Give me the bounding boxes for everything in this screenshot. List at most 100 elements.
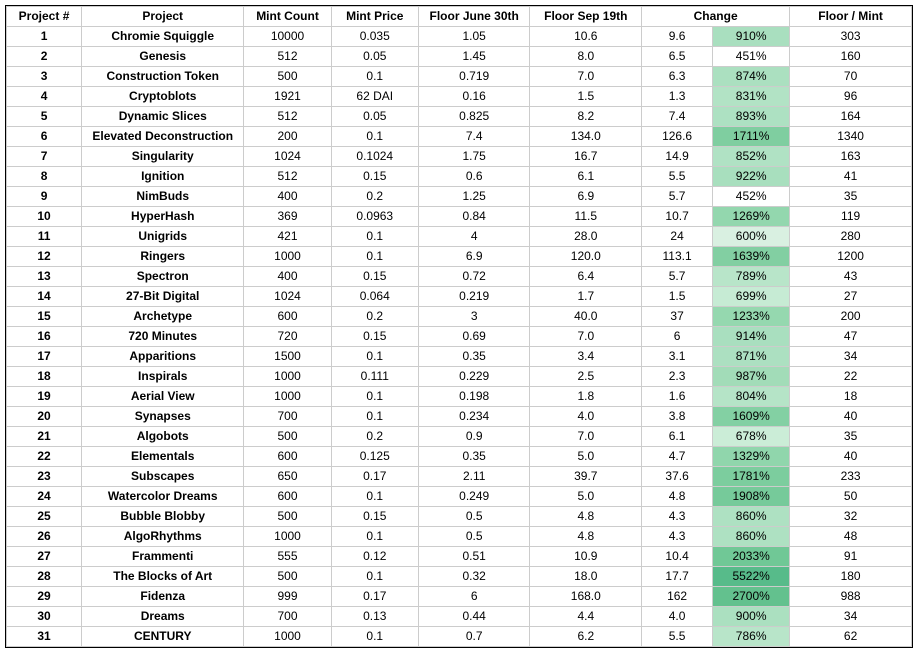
table-row: 12Ringers10000.16.9120.0113.11639%1200 [7, 247, 912, 267]
header-mint-count: Mint Count [244, 7, 331, 27]
cell-mint-count: 999 [244, 587, 331, 607]
cell-mint-count: 650 [244, 467, 331, 487]
cell-project-num: 13 [7, 267, 82, 287]
cell-change-abs: 6.5 [642, 47, 713, 67]
cell-floor-june: 0.32 [418, 567, 530, 587]
cell-floor-june: 0.84 [418, 207, 530, 227]
cell-change-abs: 113.1 [642, 247, 713, 267]
cell-change-abs: 24 [642, 227, 713, 247]
cell-change-abs: 4.8 [642, 487, 713, 507]
cell-mint-count: 700 [244, 407, 331, 427]
cell-mint-price: 0.1 [331, 247, 418, 267]
cell-mint-price: 0.2 [331, 427, 418, 447]
cell-floor-mint: 62 [790, 627, 912, 647]
cell-mint-price: 0.1024 [331, 147, 418, 167]
cell-floor-june: 1.05 [418, 27, 530, 47]
cell-floor-sep: 16.7 [530, 147, 642, 167]
table-row: 22Elementals6000.1250.355.04.71329%40 [7, 447, 912, 467]
cell-change-abs: 4.0 [642, 607, 713, 627]
cell-floor-mint: 160 [790, 47, 912, 67]
cell-change-pct: 860% [713, 507, 790, 527]
cell-change-abs: 5.5 [642, 167, 713, 187]
cell-mint-count: 555 [244, 547, 331, 567]
cell-floor-sep: 18.0 [530, 567, 642, 587]
cell-floor-mint: 48 [790, 527, 912, 547]
cell-floor-mint: 41 [790, 167, 912, 187]
cell-project: Chromie Squiggle [82, 27, 244, 47]
cell-floor-sep: 4.8 [530, 507, 642, 527]
cell-floor-sep: 6.4 [530, 267, 642, 287]
cell-mint-price: 0.111 [331, 367, 418, 387]
cell-floor-mint: 96 [790, 87, 912, 107]
cell-project-num: 21 [7, 427, 82, 447]
cell-mint-count: 500 [244, 567, 331, 587]
table-row: 18Inspirals10000.1110.2292.52.3987%22 [7, 367, 912, 387]
cell-mint-price: 0.15 [331, 167, 418, 187]
cell-change-abs: 14.9 [642, 147, 713, 167]
cell-project-num: 30 [7, 607, 82, 627]
cell-mint-price: 0.125 [331, 447, 418, 467]
cell-floor-june: 0.51 [418, 547, 530, 567]
cell-change-abs: 9.6 [642, 27, 713, 47]
cell-project-num: 18 [7, 367, 82, 387]
cell-floor-june: 0.234 [418, 407, 530, 427]
cell-change-pct: 451% [713, 47, 790, 67]
cell-mint-count: 600 [244, 307, 331, 327]
cell-mint-count: 600 [244, 447, 331, 467]
cell-floor-mint: 35 [790, 187, 912, 207]
table-row: 8Ignition5120.150.66.15.5922%41 [7, 167, 912, 187]
cell-change-pct: 452% [713, 187, 790, 207]
cell-mint-count: 512 [244, 107, 331, 127]
cell-project-num: 16 [7, 327, 82, 347]
cell-floor-mint: 40 [790, 447, 912, 467]
cell-change-pct: 2700% [713, 587, 790, 607]
cell-floor-sep: 134.0 [530, 127, 642, 147]
cell-project: Bubble Blobby [82, 507, 244, 527]
header-row: Project # Project Mint Count Mint Price … [7, 7, 912, 27]
cell-change-pct: 678% [713, 427, 790, 447]
table-row: 31CENTURY10000.10.76.25.5786%62 [7, 627, 912, 647]
cell-change-abs: 1.3 [642, 87, 713, 107]
cell-change-pct: 1781% [713, 467, 790, 487]
cell-project-num: 5 [7, 107, 82, 127]
cell-project-num: 25 [7, 507, 82, 527]
cell-floor-sep: 6.1 [530, 167, 642, 187]
cell-change-pct: 1908% [713, 487, 790, 507]
cell-project-num: 26 [7, 527, 82, 547]
cell-change-pct: 600% [713, 227, 790, 247]
cell-change-pct: 786% [713, 627, 790, 647]
cell-floor-mint: 40 [790, 407, 912, 427]
cell-floor-june: 0.249 [418, 487, 530, 507]
cell-mint-count: 512 [244, 167, 331, 187]
cell-change-abs: 5.5 [642, 627, 713, 647]
table-row: 19Aerial View10000.10.1981.81.6804%18 [7, 387, 912, 407]
cell-project-num: 17 [7, 347, 82, 367]
cell-project-num: 31 [7, 627, 82, 647]
cell-floor-june: 6 [418, 587, 530, 607]
cell-change-abs: 162 [642, 587, 713, 607]
cell-change-pct: 1609% [713, 407, 790, 427]
cell-mint-count: 1000 [244, 247, 331, 267]
table-row: 29Fidenza9990.176168.01622700%988 [7, 587, 912, 607]
cell-mint-price: 0.13 [331, 607, 418, 627]
cell-change-pct: 789% [713, 267, 790, 287]
cell-floor-sep: 8.0 [530, 47, 642, 67]
cell-mint-price: 0.15 [331, 507, 418, 527]
cell-mint-price: 0.17 [331, 587, 418, 607]
cell-change-abs: 1.6 [642, 387, 713, 407]
cell-floor-sep: 7.0 [530, 67, 642, 87]
cell-mint-price: 0.1 [331, 527, 418, 547]
cell-floor-mint: 18 [790, 387, 912, 407]
cell-mint-price: 0.05 [331, 47, 418, 67]
cell-floor-june: 6.9 [418, 247, 530, 267]
cell-floor-june: 1.75 [418, 147, 530, 167]
cell-project-num: 23 [7, 467, 82, 487]
cell-project-num: 29 [7, 587, 82, 607]
cell-floor-sep: 1.8 [530, 387, 642, 407]
cell-floor-june: 1.45 [418, 47, 530, 67]
cell-change-pct: 1639% [713, 247, 790, 267]
cell-floor-june: 0.5 [418, 527, 530, 547]
cell-mint-count: 1024 [244, 147, 331, 167]
cell-project: Singularity [82, 147, 244, 167]
cell-floor-mint: 119 [790, 207, 912, 227]
